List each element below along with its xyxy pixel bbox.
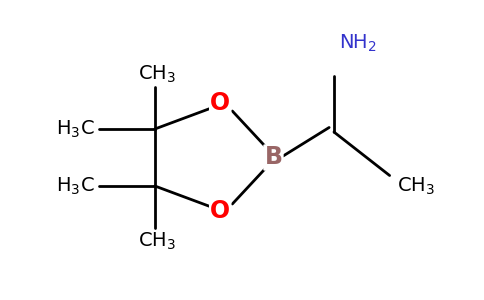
Text: NH$_2$: NH$_2$ <box>339 33 377 54</box>
Text: H$_3$C: H$_3$C <box>56 118 94 140</box>
Text: CH$_3$: CH$_3$ <box>138 63 176 85</box>
Text: B: B <box>264 146 283 170</box>
Text: H$_3$C: H$_3$C <box>56 175 94 197</box>
Text: O: O <box>210 200 230 224</box>
Text: CH$_3$: CH$_3$ <box>138 230 176 252</box>
Text: CH$_3$: CH$_3$ <box>397 175 435 197</box>
Text: O: O <box>210 92 230 116</box>
